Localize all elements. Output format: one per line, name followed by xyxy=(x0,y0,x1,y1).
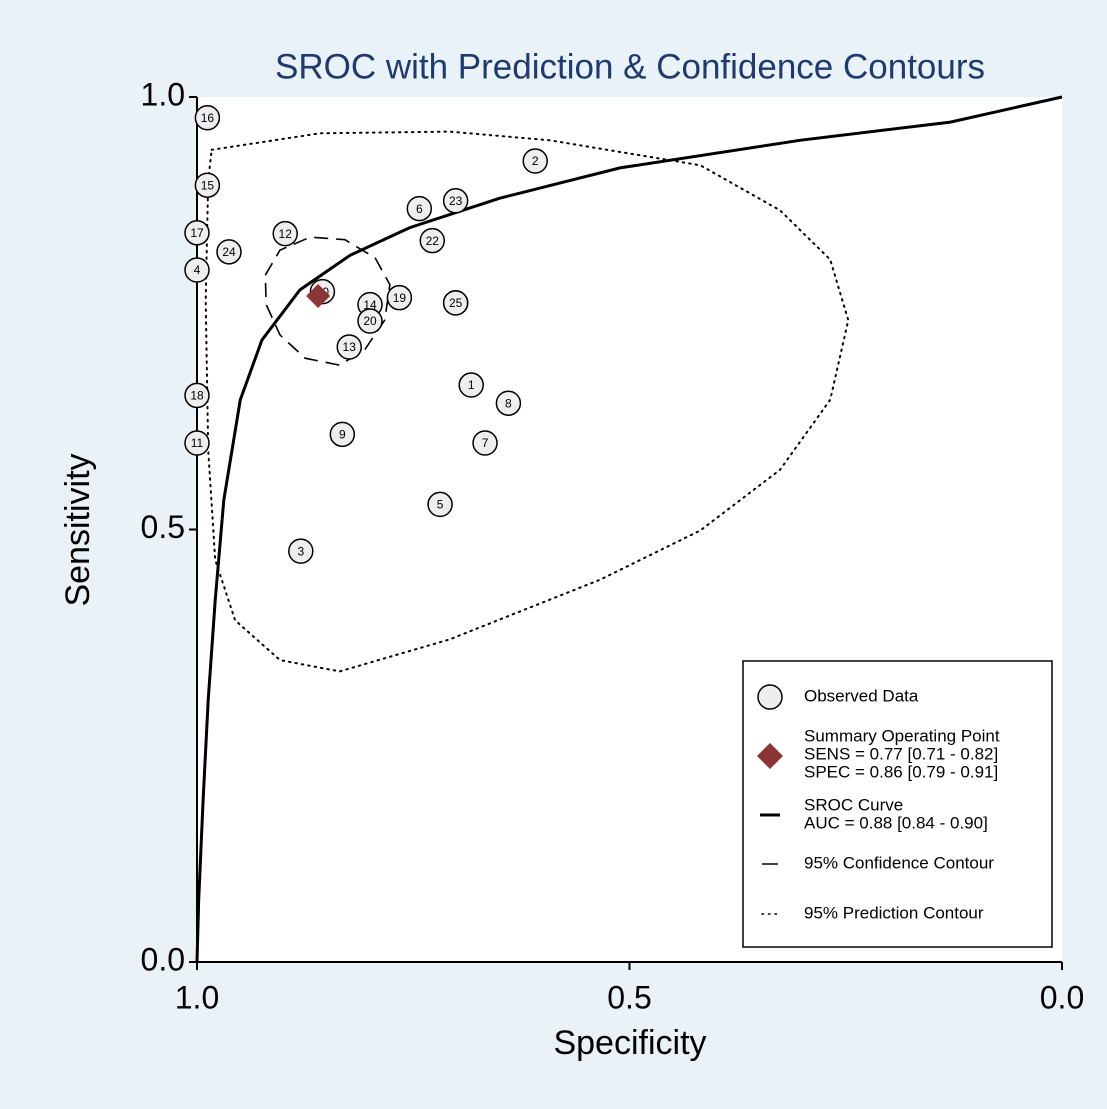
study-point xyxy=(288,538,314,564)
study-point xyxy=(357,308,383,334)
legend-box xyxy=(742,660,1053,948)
study-label: 20 xyxy=(363,314,377,328)
study-point xyxy=(329,421,356,448)
study-label: 3 xyxy=(297,544,304,558)
study-point xyxy=(336,334,362,360)
sroc-curve xyxy=(195,95,1063,963)
study-label: 6 xyxy=(416,202,423,216)
study-point xyxy=(184,382,210,409)
legend-label: SPEC = 0.86 [0.79 - 0.91] xyxy=(804,762,998,781)
study-label: 19 xyxy=(393,291,407,305)
study-point xyxy=(419,227,446,254)
study-point xyxy=(184,430,210,456)
legend-symbol xyxy=(757,684,783,710)
study-point xyxy=(472,430,498,456)
legend-label: Observed Data xyxy=(804,686,919,705)
study-label: 2 xyxy=(532,154,539,168)
study-point xyxy=(442,188,469,214)
x-tick-label: 1.0 xyxy=(175,979,219,1015)
summary-point xyxy=(306,283,331,308)
y-tick-label: 1.0 xyxy=(141,76,185,112)
study-point xyxy=(184,257,210,283)
study-label: 4 xyxy=(194,263,201,277)
study-point xyxy=(272,220,298,247)
study-point xyxy=(495,390,522,416)
study-label: 14 xyxy=(363,298,377,312)
study-point xyxy=(522,148,548,174)
study-label: 13 xyxy=(343,340,357,354)
study-point xyxy=(194,172,221,198)
x-tick-label: 0.0 xyxy=(1040,979,1084,1015)
y-axis-title: Sensitivity xyxy=(59,453,97,606)
legend-label: SENS = 0.77 [0.71 - 0.82] xyxy=(804,744,998,763)
chart-title: SROC with Prediction & Confidence Contou… xyxy=(275,47,985,86)
study-label: 15 xyxy=(201,178,215,192)
study-label: 22 xyxy=(426,234,440,248)
study-label: 7 xyxy=(482,436,489,450)
legend-label: AUC = 0.88 [0.84 - 0.90] xyxy=(804,813,988,832)
x-axis-title: Specificity xyxy=(553,1024,706,1062)
study-point xyxy=(458,372,484,398)
study-label: 5 xyxy=(437,498,444,512)
legend-symbol xyxy=(757,743,783,769)
study-label: 16 xyxy=(201,111,215,125)
study-label: 25 xyxy=(449,296,463,310)
confidence-contour xyxy=(264,236,391,367)
legend-label: 95% Prediction Contour xyxy=(804,903,984,922)
study-point xyxy=(406,195,433,222)
study-label: 23 xyxy=(449,194,463,208)
study-point xyxy=(184,220,210,246)
study-point xyxy=(427,491,453,518)
study-label: 24 xyxy=(222,245,236,259)
study-point xyxy=(216,239,242,265)
study-point xyxy=(386,284,413,311)
legend-label: Summary Operating Point xyxy=(804,726,1000,745)
prediction-contour xyxy=(204,130,850,673)
study-label: 8 xyxy=(505,396,512,410)
study-point xyxy=(194,105,221,131)
y-tick-label: 0.0 xyxy=(141,941,185,977)
study-label: 11 xyxy=(191,436,204,450)
legend-label: SROC Curve xyxy=(804,795,903,814)
study-label: 17 xyxy=(190,226,204,240)
study-label: 12 xyxy=(279,227,293,241)
study-label: 1 xyxy=(468,378,475,392)
study-label: 9 xyxy=(339,428,346,442)
study-label: 18 xyxy=(190,389,204,403)
legend-label: 95% Confidence Contour xyxy=(804,853,994,872)
study-point xyxy=(442,290,469,316)
x-tick-label: 0.5 xyxy=(607,979,651,1015)
y-tick-label: 0.5 xyxy=(141,509,185,545)
